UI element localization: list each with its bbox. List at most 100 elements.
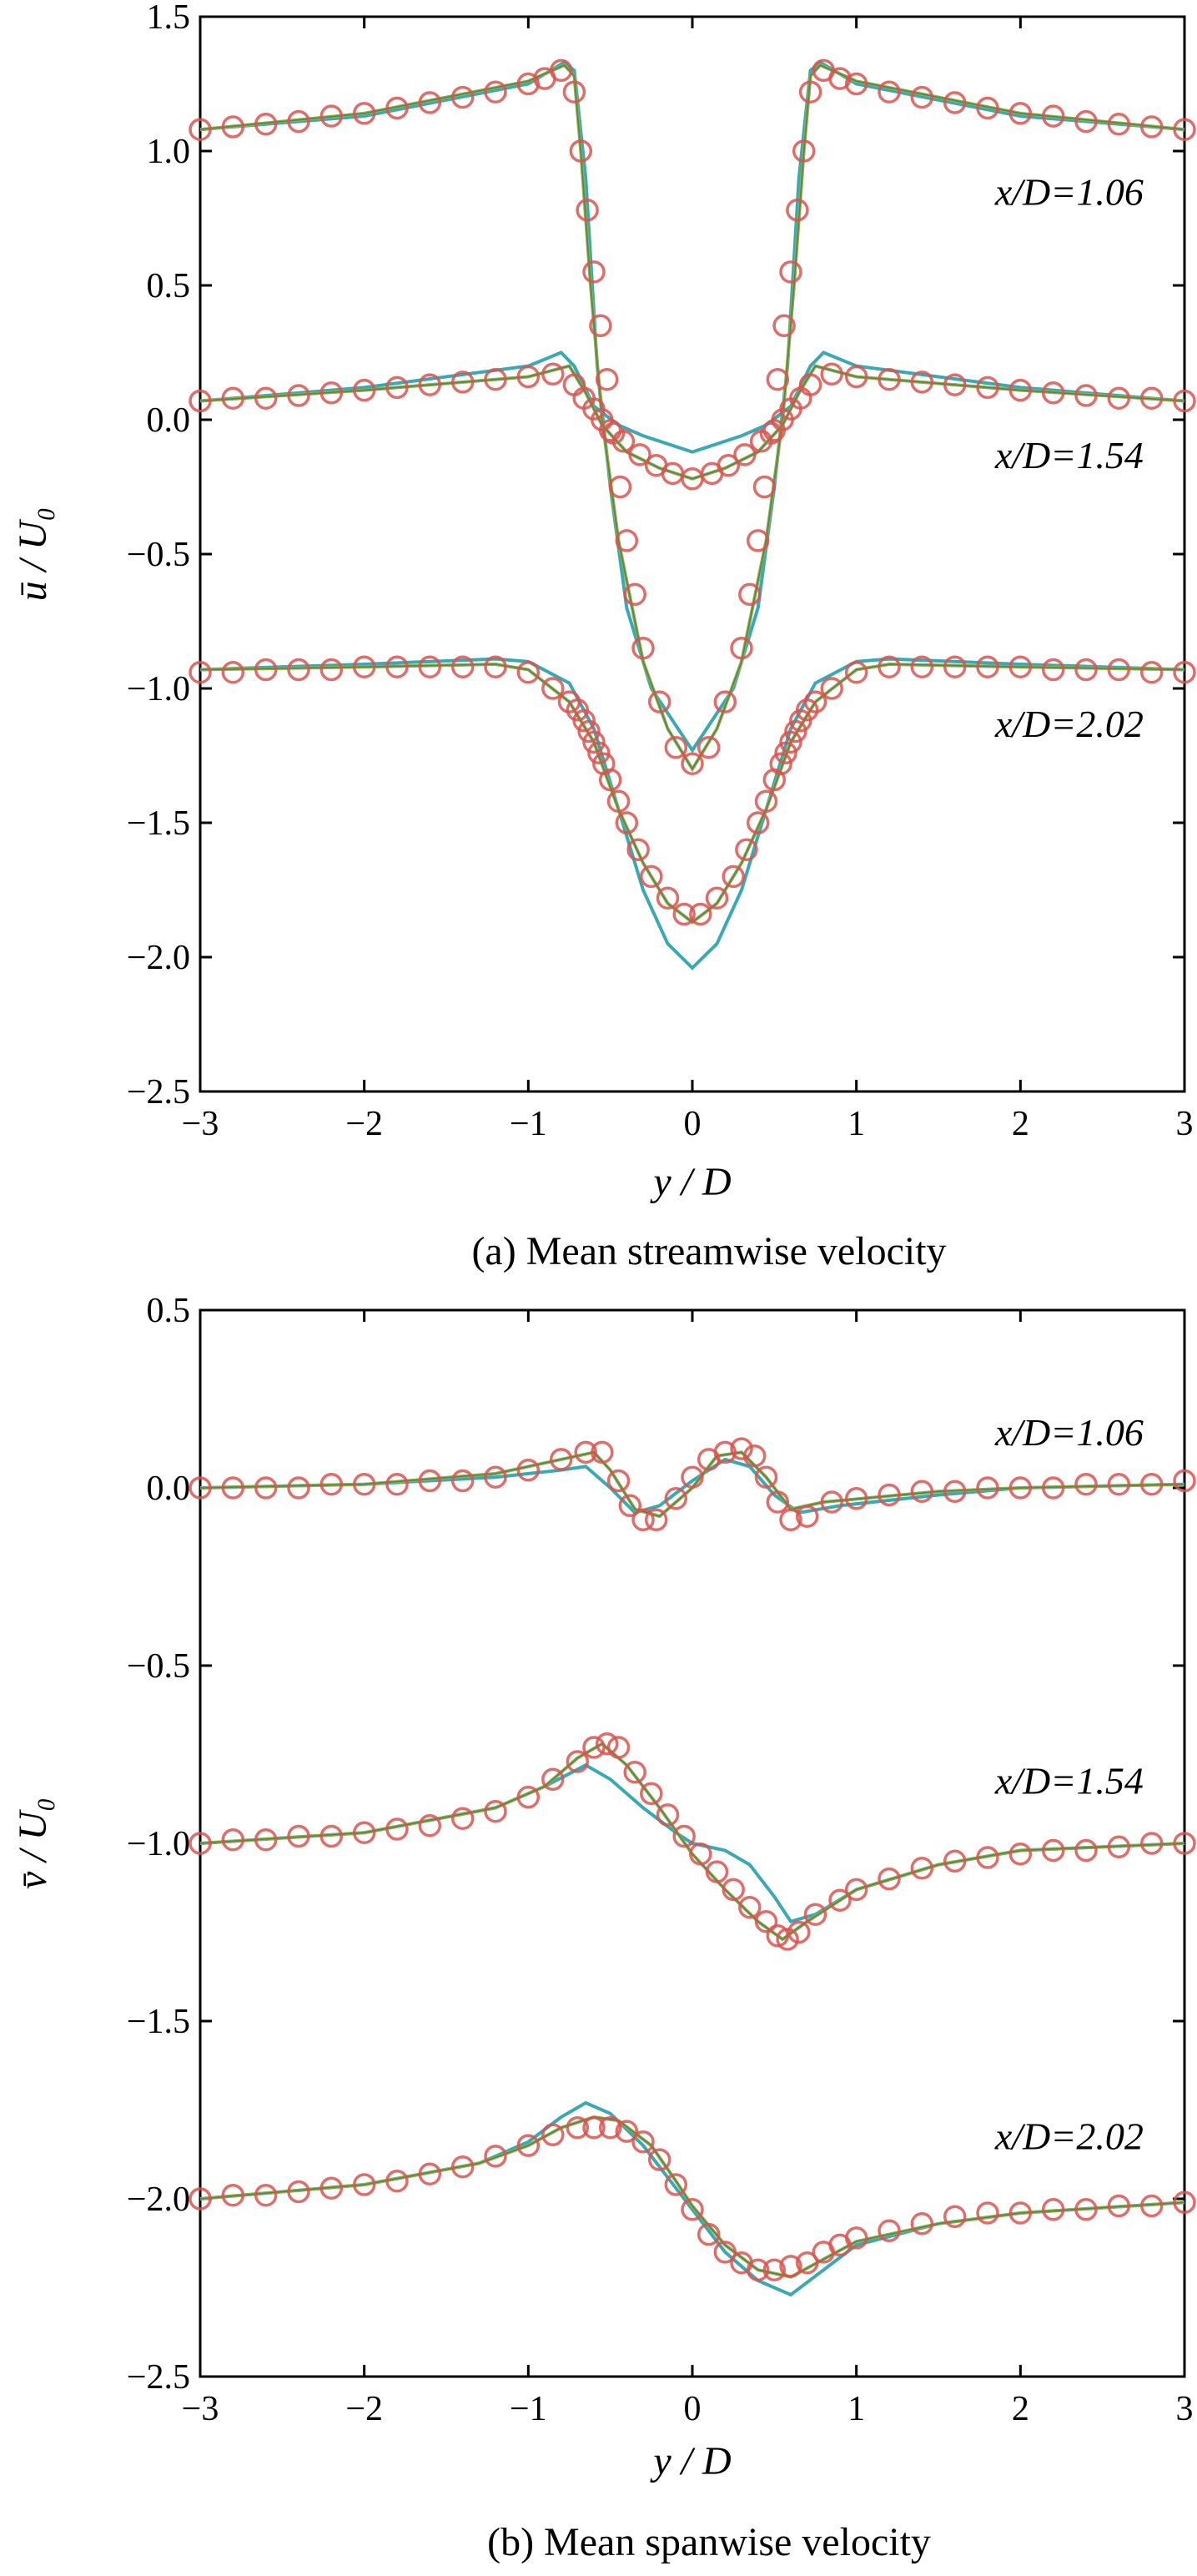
data-point (1041, 381, 1065, 405)
y-tick-label: 0.5 (147, 1292, 191, 1330)
profile-2 (189, 2100, 1196, 2297)
profile-annotation: x/D=2.02 (994, 703, 1144, 745)
data-point (943, 1480, 967, 1504)
profile-0 (189, 1437, 1196, 1532)
x-tick-label: 2 (1012, 1105, 1029, 1143)
data-point (189, 118, 212, 141)
data-point (697, 2222, 721, 2246)
data-point (976, 2201, 999, 2225)
data-point (631, 1508, 655, 1532)
series-line-cyan (199, 350, 1185, 454)
data-point (1074, 109, 1098, 134)
x-tick-label: −3 (182, 2390, 219, 2428)
data-point (803, 1903, 827, 1926)
data-point (943, 1849, 967, 1873)
y-tick-label: −0.5 (127, 536, 190, 574)
data-point (910, 85, 934, 109)
data-point (484, 1799, 507, 1823)
data-point (730, 1437, 753, 1460)
x-tick-label: 0 (684, 2390, 702, 2428)
data-point (254, 658, 278, 682)
profile-annotation: x/D=1.54 (994, 434, 1144, 476)
data-point (730, 636, 753, 660)
data-point (582, 730, 606, 754)
data-point (221, 660, 245, 684)
data-point (352, 1821, 376, 1844)
data-point (943, 373, 967, 396)
data-point (943, 2205, 967, 2229)
x-tick-label: −2 (345, 1105, 383, 1143)
data-point (820, 362, 843, 386)
data-point (576, 199, 599, 222)
data-point (844, 1487, 868, 1510)
data-point (786, 199, 809, 222)
data-point (792, 139, 816, 163)
data-point (595, 1732, 619, 1756)
y-tick-label: 0.5 (147, 267, 191, 305)
data-point (591, 1440, 614, 1464)
data-point (541, 1767, 565, 1792)
data-point (566, 2116, 590, 2140)
y-tick-label: 0.0 (147, 1469, 191, 1508)
y-tick-label: −2.5 (127, 2358, 190, 2397)
profile-annotation: x/D=1.06 (994, 170, 1144, 213)
data-point (647, 2148, 671, 2171)
data-point (615, 811, 639, 834)
data-point (656, 886, 680, 910)
data-point (221, 1827, 245, 1852)
data-point (287, 1476, 310, 1500)
data-point (319, 658, 344, 682)
data-point (385, 96, 409, 120)
data-point (976, 1846, 999, 1869)
data-point (910, 2212, 934, 2236)
data-point (820, 1490, 843, 1514)
data-point (713, 1440, 737, 1464)
data-point (1139, 2194, 1164, 2218)
data-point (672, 1824, 696, 1848)
series-line-dark (199, 365, 1185, 480)
data-point (1139, 386, 1164, 410)
data-point (762, 2258, 787, 2281)
data-point (640, 1782, 663, 1806)
panel-a-streamwise: −3 −2 −1 0 1 2 3 1.5 1.0 0.5 0.0 −0.5 −1.0 −1.5 −2.0 −2… (11, 0, 1196, 1273)
data-point (1041, 658, 1065, 682)
series-line-cyan (199, 2100, 1185, 2297)
data-point (769, 752, 792, 775)
data-point (577, 719, 601, 744)
data-point (608, 475, 632, 499)
data-point (754, 1909, 778, 1933)
data-point (352, 655, 376, 678)
data-point (582, 260, 606, 284)
data-point (697, 736, 721, 759)
panel-caption: (b) Mean spanwise velocity (487, 2520, 931, 2564)
data-point (689, 902, 712, 926)
data-point (484, 1465, 507, 1489)
data-point (189, 660, 212, 684)
data-point (574, 1440, 597, 1464)
data-point (189, 389, 212, 413)
data-point (1074, 658, 1098, 682)
data-point (541, 677, 565, 700)
data-point (746, 529, 770, 552)
data-point (287, 2180, 310, 2204)
data-point (287, 109, 310, 134)
data-point (221, 1476, 245, 1500)
x-tick-label: 1 (847, 2390, 865, 2428)
data-point (844, 2226, 868, 2250)
data-point (681, 2198, 704, 2221)
data-point (516, 660, 541, 684)
x-tick-label: −1 (510, 1105, 547, 1143)
data-point (742, 1444, 767, 1468)
data-point (287, 1824, 310, 1848)
data-point (795, 1505, 819, 1528)
data-point (385, 1472, 409, 1496)
data-point (878, 2219, 901, 2243)
data-point (606, 789, 631, 813)
data-point (738, 582, 762, 607)
data-point (1008, 378, 1033, 402)
profile-1 (189, 1732, 1196, 1951)
x-tick-label: 1 (847, 1105, 865, 1143)
data-point (746, 2258, 770, 2281)
data-point (1008, 102, 1033, 125)
